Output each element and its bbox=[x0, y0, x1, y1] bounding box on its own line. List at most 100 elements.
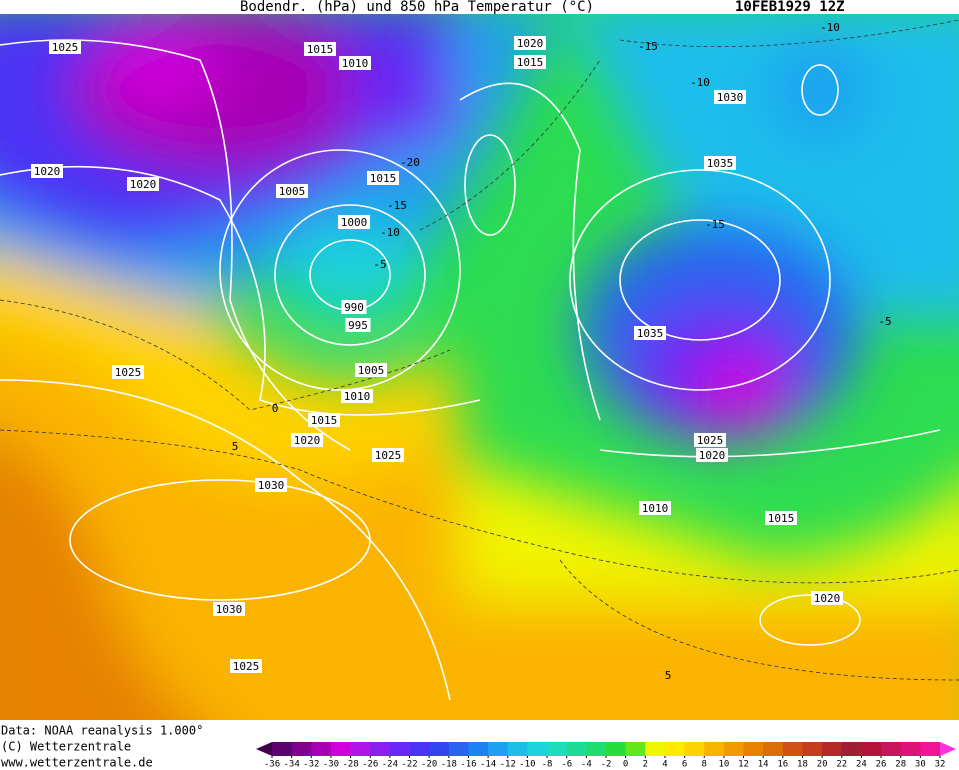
credit-line: www.wetterzentrale.de bbox=[1, 756, 153, 770]
isobar-label-box bbox=[31, 164, 63, 178]
isobar-label-box bbox=[765, 511, 797, 525]
colorbar-bin bbox=[822, 742, 843, 756]
isobar-label-box bbox=[49, 40, 81, 54]
isobar-label: 1020 bbox=[130, 178, 157, 191]
colorbar-tick-label: 22 bbox=[836, 760, 847, 770]
colorbar-bin bbox=[802, 742, 823, 756]
colorbar-bin bbox=[743, 742, 764, 756]
isobar-label: 1015 bbox=[307, 43, 334, 56]
isobar-label: 1025 bbox=[697, 434, 724, 447]
isobar-label: 1005 bbox=[358, 364, 385, 377]
colorbar-tick-label: -28 bbox=[342, 760, 358, 770]
colorbar-tick-label: -10 bbox=[519, 760, 535, 770]
isotherm-label: 5 bbox=[232, 440, 239, 453]
isobar-label: 1010 bbox=[344, 390, 371, 403]
isobar-label-box bbox=[291, 433, 323, 447]
colorbar-tick-label: -14 bbox=[480, 760, 496, 770]
colorbar-tick-label: 16 bbox=[777, 760, 788, 770]
colorbar-bin bbox=[841, 742, 862, 756]
isotherm-label: 0 bbox=[272, 402, 279, 415]
colorbar-bin bbox=[684, 742, 705, 756]
colorbar-tick-label: -34 bbox=[284, 760, 300, 770]
colorbar-bin bbox=[370, 742, 391, 756]
colorbar-bin bbox=[547, 742, 568, 756]
isotherm-label: -10 bbox=[820, 21, 840, 34]
isobar-label-box bbox=[304, 42, 336, 56]
isotherms bbox=[0, 19, 959, 681]
colorbar-tick-label: -30 bbox=[323, 760, 339, 770]
isobar-label-box bbox=[367, 171, 399, 185]
colorbar-bin bbox=[507, 742, 528, 756]
colorbar-tick-label: -6 bbox=[561, 760, 572, 770]
isobar-label: 990 bbox=[344, 301, 364, 314]
map-labels: 1025 1015 1020 1010 1015 1030 1020 1020 1015 1005… bbox=[31, 21, 892, 682]
colorbar-bin bbox=[488, 742, 509, 756]
colorbar-end bbox=[256, 742, 272, 756]
colorbar-bin bbox=[782, 742, 803, 756]
isobar-label: 1030 bbox=[216, 603, 243, 616]
colorbar-tick-label: 24 bbox=[856, 760, 867, 770]
colorbar-end bbox=[940, 742, 956, 756]
colorbar-tick-label: -2 bbox=[601, 760, 612, 770]
colorbar-bin bbox=[468, 742, 489, 756]
isobar-label-box bbox=[634, 326, 666, 340]
colorbar-tick-label: -4 bbox=[581, 760, 592, 770]
colorbar-bin bbox=[566, 742, 587, 756]
colorbar-tick-label: -22 bbox=[401, 760, 417, 770]
isobar-label-box bbox=[514, 36, 546, 50]
colorbar-tick-label: 0 bbox=[623, 760, 628, 770]
isobar-label-box bbox=[372, 448, 404, 462]
isobar-label: 1010 bbox=[642, 502, 669, 515]
isobar-label: 1020 bbox=[814, 592, 841, 605]
colorbar-tick-label: -20 bbox=[421, 760, 437, 770]
isobar-label: 1030 bbox=[258, 479, 285, 492]
isobar-label-box bbox=[811, 591, 843, 605]
isobar-label: 1015 bbox=[768, 512, 795, 525]
isobar-label: 1015 bbox=[517, 56, 544, 69]
isobar-label-box bbox=[714, 90, 746, 104]
isobar-label-box bbox=[112, 365, 144, 379]
isotherm-label: -15 bbox=[387, 199, 407, 212]
isobar-label-box bbox=[338, 215, 370, 229]
colorbar-tick-label: 8 bbox=[702, 760, 707, 770]
colorbar-bin bbox=[920, 742, 941, 756]
isotherm-label: -15 bbox=[705, 218, 725, 231]
isobar-label: 1035 bbox=[637, 327, 664, 340]
isobar-label-box bbox=[276, 184, 308, 198]
colorbar-bin bbox=[861, 742, 882, 756]
colorbar-tick-label: 18 bbox=[797, 760, 808, 770]
colorbar-bin bbox=[409, 742, 430, 756]
isobar-label-box bbox=[514, 55, 546, 69]
isobar-label: 1025 bbox=[233, 660, 260, 673]
colorbar-bin bbox=[586, 742, 607, 756]
colorbar-tick-label: 6 bbox=[682, 760, 687, 770]
map-title: Bodendr. (hPa) und 850 hPa Temperatur (°… bbox=[240, 0, 594, 15]
colorbar-bin bbox=[881, 742, 902, 756]
isobar-label: 1005 bbox=[279, 185, 306, 198]
colorbar-tick-label: -16 bbox=[460, 760, 476, 770]
colorbar-tick-label: -36 bbox=[264, 760, 280, 770]
isobar-label-box bbox=[694, 433, 726, 447]
colorbar-bin bbox=[272, 742, 293, 756]
colorbar-tick-label: 4 bbox=[662, 760, 667, 770]
isobar-label: 1020 bbox=[294, 434, 321, 447]
isotherm-label: -5 bbox=[878, 315, 891, 328]
map-date: 10FEB1929 12Z bbox=[735, 0, 845, 15]
colorbar-tick-label: -18 bbox=[441, 760, 457, 770]
credit-line: Data: NOAA reanalysis 1.000° bbox=[1, 724, 203, 738]
isobar-label-box bbox=[308, 413, 340, 427]
isobar-label: 1020 bbox=[699, 449, 726, 462]
isobar-label-box bbox=[696, 448, 728, 462]
colorbar-bin bbox=[645, 742, 666, 756]
colorbar-tick-label: 32 bbox=[935, 760, 946, 770]
colorbar-tick-label: 12 bbox=[738, 760, 749, 770]
colorbar-bin bbox=[527, 742, 548, 756]
colorbar-tick-label: 20 bbox=[817, 760, 828, 770]
isobar-label: 1025 bbox=[375, 449, 402, 462]
isobar-label: 1035 bbox=[707, 157, 734, 170]
colorbar-bin bbox=[606, 742, 627, 756]
colorbar-tick-label: 14 bbox=[758, 760, 769, 770]
isobar-label: 1025 bbox=[52, 41, 79, 54]
isobar-label: 1000 bbox=[341, 216, 368, 229]
